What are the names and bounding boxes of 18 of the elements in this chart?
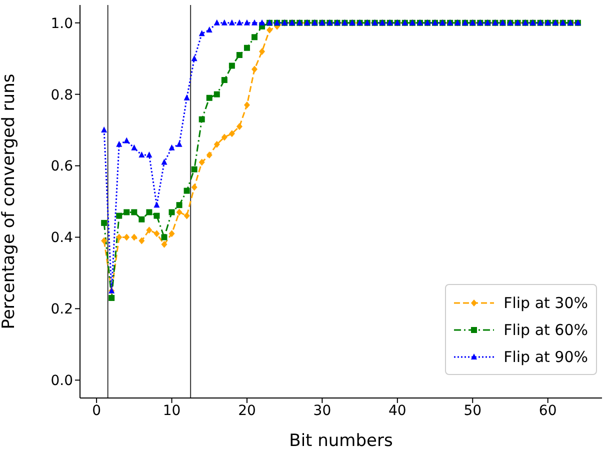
legend-label: Flip at 60% [504, 320, 588, 338]
y-axis-title: Percentage of converged runs [0, 74, 20, 330]
x-tick-label: 10 [162, 402, 181, 419]
y-tick-label: 0.2 [50, 302, 73, 318]
y-tick-label: 0.6 [50, 158, 74, 175]
y-tick-label: 0.4 [50, 230, 74, 246]
x-tick-label: 40 [388, 402, 406, 419]
y-tick-label: 1.0 [50, 16, 73, 32]
y-tick-label: 0.0 [50, 373, 73, 390]
x-tick-label: 30 [313, 402, 332, 419]
x-tick-label: 60 [538, 402, 557, 419]
y-tick-label: 0.8 [50, 87, 73, 104]
x-tick-label: 50 [464, 402, 482, 419]
x-axis-title: Bit numbers [289, 431, 393, 451]
legend-label: Flip at 30% [504, 294, 588, 312]
x-tick-label: 20 [238, 402, 256, 419]
x-tick-label: 0 [92, 402, 102, 419]
legend-label: Flip at 90% [504, 348, 588, 366]
